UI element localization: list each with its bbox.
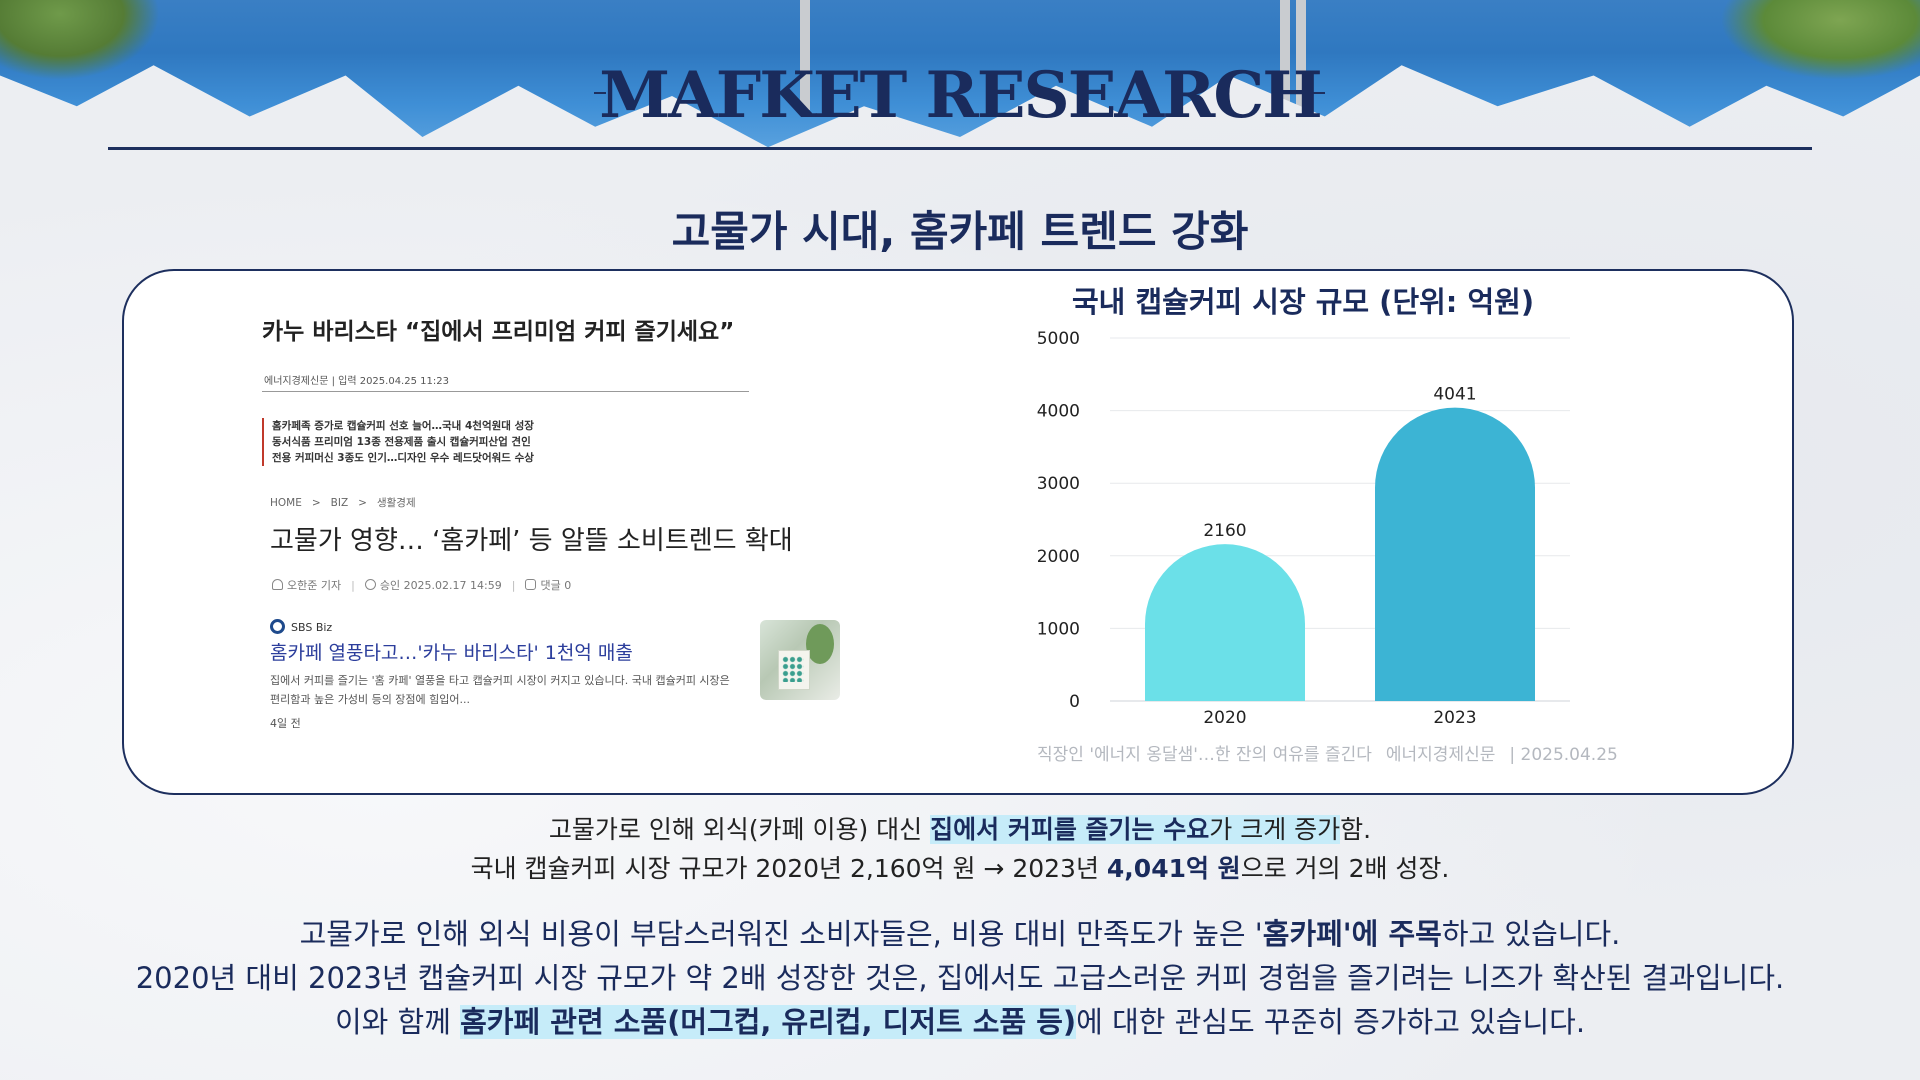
summary-line-2-text: 국내 캡슐커피 시장 규모가 2020년 2,160억 원 → 2023년 [470,854,1107,883]
summary-highlight: 집에서 커피를 즐기는 수요 [930,815,1210,844]
meta-separator: | [351,579,355,592]
caption-outlet: 에너지경제신문 [1385,745,1496,765]
tree-foliage-right [1720,0,1920,80]
news3-source-name: SBS Biz [291,621,333,634]
news3-source: SBS Biz [270,619,332,634]
news1-bullet: 홈카페족 증가로 캡슐커피 선호 늘어…국내 4천억원대 성장 [272,420,534,432]
news2-meta: 오한준 기자 | 승인 2025.02.17 14:59 | 댓글 0 [272,577,571,593]
pole [1280,0,1290,110]
conclusion-line-2: 2020년 대비 2023년 캡슐커피 시장 규모가 약 2배 성장한 것은, … [135,961,1785,995]
meta-separator: | [511,579,516,592]
conclusion-line-1-end: 하고 있습니다. [1441,917,1621,951]
summary-line-1-text: 고물가로 인해 외식(카페 이용) 대신 [548,815,931,844]
tree-foliage-left [0,0,160,80]
bar [1375,407,1535,701]
summary-line-1-end: 함. [1340,815,1372,844]
section-subtitle: 고물가 시대, 홈카페 트렌드 강화 [671,207,1249,256]
news2-reporter: 오한준 기자 [287,579,342,592]
summary-figure: 4,041억 원 [1106,854,1241,883]
news2-headline: 고물가 영향… ‘홈카페’ 등 알뜰 소비트렌드 확대 [270,526,793,556]
news3-thumbnail [760,620,840,700]
conclusion-line-1: 고물가로 인해 외식 비용이 부담스러워진 소비자들은, 비용 대비 만족도가 … [0,912,1920,956]
clock-icon [364,579,376,590]
news1-divider [262,391,749,392]
news1-bullet: 동서식품 프리미엄 13종 전용제품 출시 캡슐커피산업 견인 [272,436,531,448]
caption-date: | 2025.04.25 [1509,745,1618,765]
highlight-phrase: 홈카페 관련 소품(머그컵, 유리컵, 디저트 소품 등) [460,1005,1077,1039]
data-label: 2160 [1203,521,1246,541]
chart-caption: 직장인 '에너지 옹달샘'…한 잔의 여유를 즐긴다 에너지경제신문 | 2025.… [1037,740,1632,765]
breadcrumb-separator: > [358,497,367,509]
summary-text: 고물가로 인해 외식(카페 이용) 대신 집에서 커피를 즐기는 수요가 크게 … [0,810,1920,888]
conclusion-line-3-text: 이와 함께 [334,1005,461,1039]
breadcrumb-item: 생활경제 [376,497,416,509]
conclusion-emphasis: 홈카페 관련 소품(머그컵, 유리컵, 디저트 소품 등) [460,1005,1077,1039]
user-icon [272,579,283,590]
y-tick-label: 0 [1069,692,1080,712]
x-tick-label: 2020 [1203,708,1246,728]
news1-bullet-list: 홈카페족 증가로 캡슐커피 선호 늘어…국내 4천억원대 성장 동서식품 프리미… [262,418,534,466]
y-tick-label: 1000 [1037,619,1080,639]
y-tick-label: 5000 [1037,329,1080,349]
highlight-phrase: 집에서 커피를 즐기는 수요가 크게 증가 [930,815,1341,844]
breadcrumb-item: BIZ [330,497,349,509]
caption-article: 직장인 '에너지 옹달샘'…한 잔의 여유를 즐긴다 [1037,745,1372,765]
summary-line-1: 고물가로 인해 외식(카페 이용) 대신 집에서 커피를 즐기는 수요가 크게 … [0,810,1920,849]
conclusion-line-1-text: 고물가로 인해 외식 비용이 부담스러워진 소비자들은, 비용 대비 만족도가 … [299,917,1263,951]
pole [1296,0,1306,110]
title-divider [108,147,1812,150]
page-title: MAFKET RESEARCH [599,58,1322,133]
conclusion-emphasis: 홈카페'에 주목 [1262,917,1442,951]
y-tick-label: 2000 [1037,547,1080,567]
y-tick-label: 3000 [1037,474,1080,494]
comment-icon [525,579,537,590]
news1-headline: 카누 바리스타 “집에서 프리미엄 커피 즐기세요” [262,319,735,345]
capsule-dots-image [782,656,804,682]
plant-image [806,624,834,664]
summary-highlight-tail: 가 크게 증가 [1209,815,1341,844]
conclusion-line-3: 이와 함께 홈카페 관련 소품(머그컵, 유리컵, 디저트 소품 등)에 대한 … [0,1000,1920,1044]
chart-title: 국내 캡슐커피 시장 규모 (단위: 억원) [1072,285,1535,319]
y-tick-label: 4000 [1037,402,1080,422]
news3-time: 4일 전 [270,717,301,730]
news1-bullet: 전용 커피머신 3종도 인기…디자인 우수 레드닷어워드 수상 [272,452,534,464]
news1-meta: 에너지경제신문 | 입력 2025.04.25 11:23 [264,376,449,387]
breadcrumb-item: HOME [270,497,302,509]
bar [1145,544,1305,701]
title-dash-left [594,92,606,94]
news3-headline: 홈카페 열풍타고…'카누 바리스타' 1천억 매출 [270,642,633,664]
summary-line-2-end: 으로 거의 2배 성장. [1240,854,1450,883]
news2-approved: 승인 2025.02.17 14:59 [379,579,502,592]
conclusion-line-3-end: 에 대한 관심도 꾸준히 증가하고 있습니다. [1076,1005,1586,1039]
pole [800,0,810,110]
conclusion-text: 고물가로 인해 외식 비용이 부담스러워진 소비자들은, 비용 대비 만족도가 … [0,912,1920,1044]
x-tick-label: 2023 [1433,708,1476,728]
news3-snippet: 집에서 커피를 즐기는 '홈 카페' 열풍을 타고 캡슐커피 시장이 커지고 있… [270,674,730,706]
source-logo-icon [270,619,285,634]
breadcrumb: HOME > BIZ > 생활경제 [270,495,426,510]
news2-comments: 댓글 0 [540,579,572,592]
market-size-chart: 0 1000 2000 3000 4000 5000 2160 2020 4041 2023 [1037,329,1570,728]
summary-line-2: 국내 캡슐커피 시장 규모가 2020년 2,160억 원 → 2023년 4,… [0,849,1920,888]
breadcrumb-separator: > [311,497,321,509]
title-dash-right [1313,92,1325,94]
data-label: 4041 [1433,385,1476,405]
